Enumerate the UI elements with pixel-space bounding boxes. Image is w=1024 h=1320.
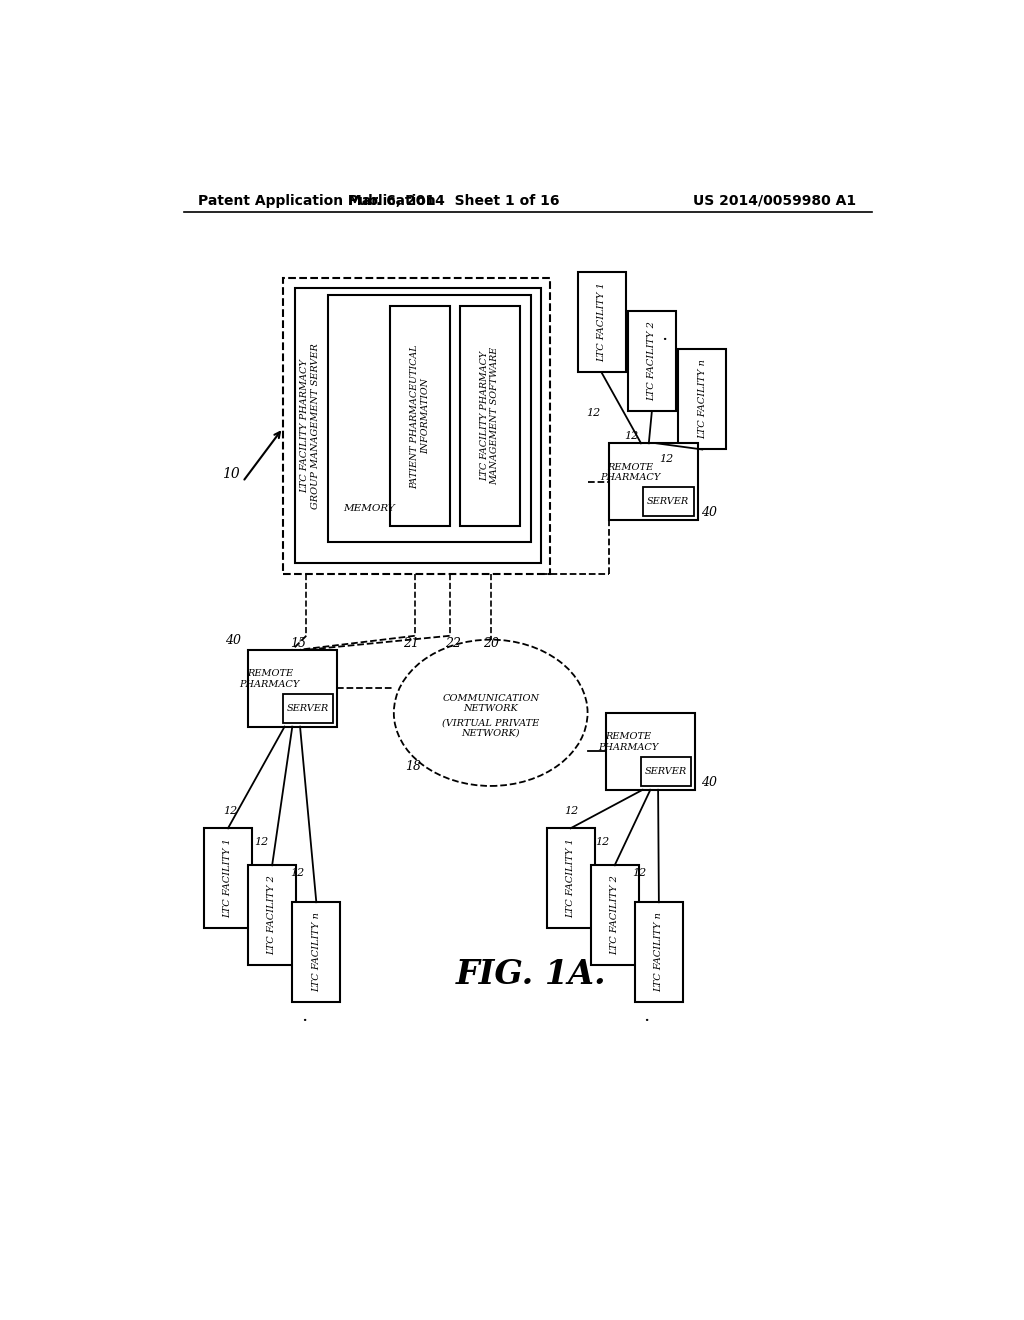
- Bar: [283, 277, 550, 574]
- Bar: [248, 649, 337, 726]
- Text: SERVER: SERVER: [647, 498, 689, 507]
- Text: 21: 21: [402, 638, 419, 649]
- Bar: [460, 306, 520, 525]
- Text: LTC FACILITY 1: LTC FACILITY 1: [566, 838, 575, 919]
- Text: LTC FACILITY n: LTC FACILITY n: [697, 359, 707, 440]
- Text: REMOTE
PHARMACY: REMOTE PHARMACY: [598, 733, 658, 752]
- Bar: [390, 306, 451, 525]
- Text: LTC FACILITY 2: LTC FACILITY 2: [610, 875, 620, 956]
- Ellipse shape: [394, 640, 588, 785]
- Text: US 2014/0059980 A1: US 2014/0059980 A1: [693, 194, 856, 207]
- Text: 12: 12: [633, 869, 646, 878]
- Text: PATIENT PHARMACEUTICAL
INFORMATION: PATIENT PHARMACEUTICAL INFORMATION: [411, 345, 430, 488]
- Bar: [591, 866, 639, 965]
- Text: 12: 12: [223, 807, 238, 816]
- Bar: [292, 903, 340, 1002]
- Text: LTC FACILITY PHARMACY
GROUP MANAGEMENT SERVER: LTC FACILITY PHARMACY GROUP MANAGEMENT S…: [300, 343, 319, 508]
- Text: 12: 12: [254, 837, 268, 847]
- Bar: [641, 756, 691, 785]
- Text: LTC FACILITY PHARMACY
MANAGEMENT SOFTWARE: LTC FACILITY PHARMACY MANAGEMENT SOFTWAR…: [480, 347, 500, 486]
- Bar: [628, 312, 676, 411]
- Text: Mar. 6, 2014  Sheet 1 of 16: Mar. 6, 2014 Sheet 1 of 16: [348, 194, 559, 207]
- Bar: [643, 487, 693, 516]
- Bar: [547, 829, 595, 928]
- Text: 12: 12: [586, 408, 600, 417]
- Text: 12: 12: [290, 869, 304, 878]
- Bar: [678, 350, 726, 449]
- Bar: [283, 693, 334, 723]
- Bar: [204, 829, 252, 928]
- Text: LTC FACILITY n: LTC FACILITY n: [654, 912, 664, 993]
- Text: SERVER: SERVER: [645, 767, 687, 776]
- Text: 12: 12: [625, 430, 639, 441]
- Text: .: .: [662, 326, 668, 345]
- Text: 40: 40: [701, 506, 717, 519]
- Bar: [248, 866, 296, 965]
- Text: LTC FACILITY 2: LTC FACILITY 2: [267, 875, 276, 956]
- Bar: [608, 444, 697, 520]
- Text: 15: 15: [291, 638, 306, 649]
- Bar: [606, 713, 695, 789]
- Text: .: .: [301, 1007, 307, 1026]
- Bar: [635, 903, 683, 1002]
- Text: 12: 12: [564, 807, 579, 816]
- Text: 40: 40: [224, 634, 241, 647]
- Text: SERVER: SERVER: [287, 704, 329, 713]
- Text: 10: 10: [222, 467, 240, 480]
- Text: 18: 18: [406, 760, 421, 774]
- Text: LTC FACILITY n: LTC FACILITY n: [312, 912, 321, 993]
- Text: MEMORY: MEMORY: [343, 504, 395, 513]
- Text: FIG. 1A.: FIG. 1A.: [456, 958, 606, 991]
- Text: (VIRTUAL PRIVATE
NETWORK): (VIRTUAL PRIVATE NETWORK): [442, 718, 540, 738]
- Text: REMOTE
PHARMACY: REMOTE PHARMACY: [600, 463, 660, 482]
- Text: LTC FACILITY 1: LTC FACILITY 1: [223, 838, 232, 919]
- Text: COMMUNICATION
NETWORK: COMMUNICATION NETWORK: [442, 694, 540, 713]
- Text: LTC FACILITY 1: LTC FACILITY 1: [597, 282, 606, 363]
- Bar: [295, 288, 541, 564]
- Bar: [328, 296, 531, 543]
- Text: Patent Application Publication: Patent Application Publication: [198, 194, 435, 207]
- Text: LTC FACILITY 2: LTC FACILITY 2: [647, 321, 656, 401]
- Text: 40: 40: [701, 776, 717, 788]
- Text: REMOTE
PHARMACY: REMOTE PHARMACY: [240, 669, 300, 689]
- Text: 12: 12: [595, 837, 609, 847]
- Text: .: .: [643, 1007, 649, 1026]
- Text: 12: 12: [659, 454, 674, 463]
- Text: 20: 20: [482, 638, 499, 649]
- Text: 22: 22: [445, 638, 462, 649]
- Bar: [578, 272, 626, 372]
